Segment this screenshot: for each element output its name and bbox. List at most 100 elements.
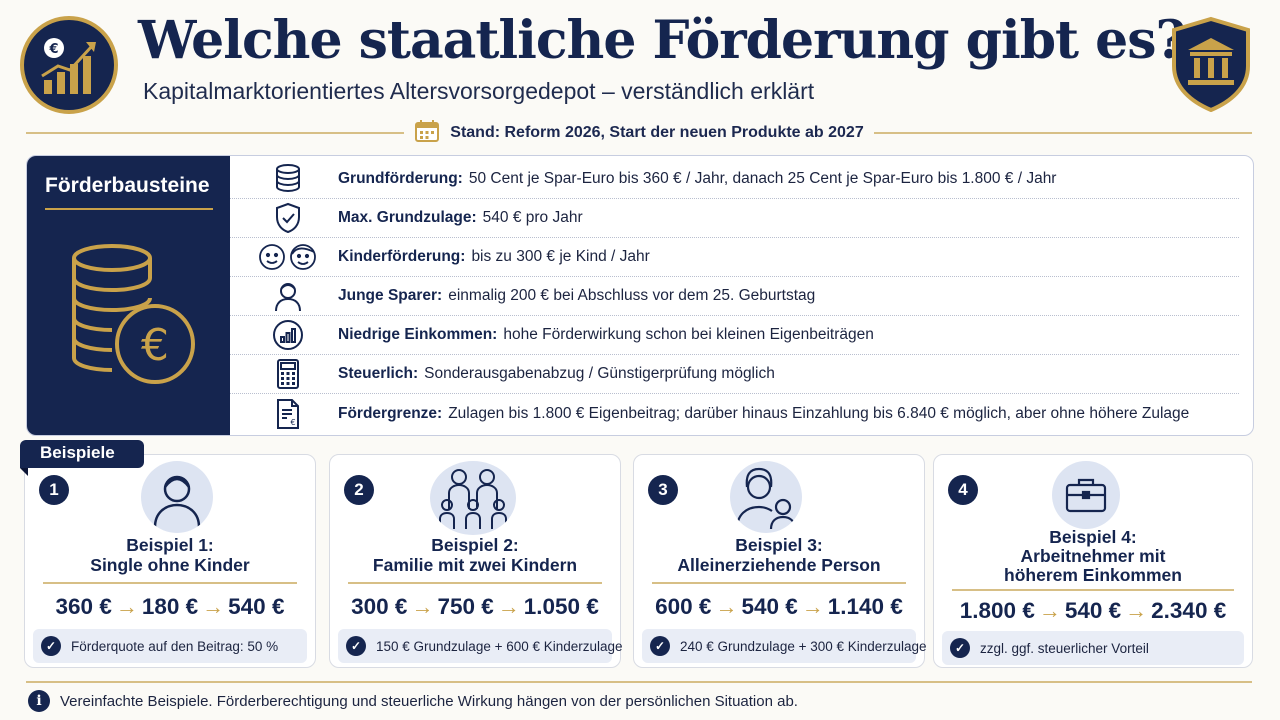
example-card-1: 1 Beispiel 1: Single ohne Kinder 360 € → 1… [24,454,316,668]
row-text: 540 € pro Jahr [482,209,583,226]
list-item: € Fördergrenze: Zulagen bis 1.800 € Eigen… [230,394,1239,433]
check-icon: ✓ [41,636,61,656]
row-label: Max. Grundzulage: [338,209,477,226]
arrow-right-icon: → [202,594,225,619]
arrow-right-icon: → [115,594,138,619]
check-icon: ✓ [650,636,670,656]
row-label: Kinderförderung: [338,248,466,265]
card-calculation: 360 € → 180 € → 540 € [25,594,315,620]
card-number: 1 [39,475,69,505]
arrow-right-icon: → [497,594,520,619]
foerder-list: Grundförderung: 50 Cent je Spar-Euro bis … [230,160,1239,433]
arrow-right-icon: → [411,594,434,619]
calc-value-3: 540 € [228,594,285,619]
family-icon [430,461,516,535]
svg-text:€: € [48,42,58,57]
row-text: hohe Förderwirkung schon bei kleinen Eig… [503,326,874,343]
page-title: Welche staatliche Förderung gibt es? [138,10,1186,71]
calc-value-3: 1.140 € [827,594,903,619]
calc-value-1: 600 € [655,594,712,619]
calc-value-2: 180 € [141,594,199,619]
divider [873,132,1252,134]
panel-title: Förderbausteine [45,174,210,197]
single-parent-icon [730,461,802,533]
card-title-line-1: Beispiel 4: [1049,527,1137,547]
example-card-2: 2 Beispiel 2: Familie mit zwei Kindern 3… [329,454,623,668]
arrow-right-icon: → [715,594,738,619]
single-person-icon [141,461,213,533]
list-item: Niedrige Einkommen: hohe Förderwirkung sc… [230,316,1239,355]
card-note-text: zzgl. ggf. steuerlicher Vorteil [980,640,1149,656]
card-number: 2 [344,475,374,505]
stand-row: Stand: Reform 2026, Start der neuen Prod… [26,119,1252,148]
shield-check-icon [256,201,320,235]
list-item: Kinderförderung: bis zu 300 € je Kind / J… [230,238,1239,277]
card-title-line-3: höherem Einkommen [1004,565,1182,585]
calc-value-1: 360 € [55,594,112,619]
card-title-line-1: Beispiel 1: [126,535,214,555]
example-card-3: 3 Beispiel 3: Alleinerziehende Person 60… [633,454,927,668]
card-title-line-1: Beispiel 2: [431,535,519,555]
divider [26,132,405,134]
row-label: Junge Sparer: [338,287,443,304]
calc-value-2: 540 € [1064,598,1122,623]
divider [26,681,1252,683]
row-text: 50 Cent je Spar-Euro bis 360 € / Jahr, d… [468,170,1057,187]
divider [45,208,213,210]
young-person-icon [256,279,320,313]
briefcase-icon [1052,461,1120,529]
document-euro-icon: € [256,397,320,431]
card-note: ✓ 240 € Grundzulage + 300 € Kinderzulage [642,629,927,663]
svg-text:€: € [141,320,169,371]
card-note: ✓ zzgl. ggf. steuerlicher Vorteil [942,631,1244,665]
calc-value-1: 1.800 € [959,598,1035,623]
check-icon: ✓ [950,638,970,658]
calendar-icon [414,119,440,148]
card-number: 3 [648,475,678,505]
divider [952,589,1234,591]
bank-shield-icon [1170,16,1252,113]
calc-value-2: 540 € [741,594,798,619]
row-text: Sonderausgabenabzug / Günstigerprüfung m… [424,365,775,382]
examples-tag: Beispiele [20,440,144,476]
foerderbausteine-panel: Förderbausteine € Grundförderung: 50 Cent… [26,155,1254,436]
row-label: Fördergrenze: [338,404,443,422]
list-item: Steuerlich: Sonderausgabenabzug / Günstig… [230,355,1239,394]
example-card-4: 4 Beispiel 4: Arbeitnehmer mit höherem E… [933,454,1253,668]
arrow-right-icon: → [1038,598,1061,623]
check-icon: ✓ [346,636,366,656]
calc-value-3: 1.050 € [523,594,599,619]
divider [43,582,297,584]
card-note: ✓ 150 € Grundzulage + 600 € Kinderzulage [338,629,623,663]
card-note-text: 150 € Grundzulage + 600 € Kinderzulage [376,638,623,654]
card-title-line-2: Single ohne Kinder [90,555,250,575]
info-icon: i [28,690,50,712]
bar-chart-icon [256,318,320,352]
growth-logo-icon: € [20,16,118,114]
card-calculation: 600 € → 540 € → 1.140 € [634,594,924,620]
list-item: Junge Sparer: einmalig 200 € bei Abschlus… [230,277,1239,316]
card-title-line-2: Alleinerziehende Person [677,555,881,575]
coins-stack-icon [256,162,320,196]
calc-value-1: 300 € [351,594,408,619]
divider [652,582,906,584]
card-title-line-2: Arbeitnehmer mit [1020,546,1166,566]
coins-euro-icon: € [72,244,195,384]
svg-text:€: € [290,418,295,427]
calc-value-3: 2.340 € [1151,598,1227,623]
footer-note: i Vereinfachte Beispiele. Förderberechti… [28,690,798,712]
card-note-text: 240 € Grundzulage + 300 € Kinderzulage [680,638,927,654]
stand-text: Stand: Reform 2026, Start der neuen Prod… [450,124,864,141]
list-item: Grundförderung: 50 Cent je Spar-Euro bis … [230,160,1239,199]
card-note: ✓ Förderquote auf den Beitrag: 50 % [33,629,307,663]
card-title-line-2: Familie mit zwei Kindern [372,555,578,575]
calc-value-2: 750 € [437,594,494,619]
row-label: Niedrige Einkommen: [338,326,498,343]
row-text: einmalig 200 € bei Abschluss vor dem 25.… [448,287,816,304]
row-text: bis zu 300 € je Kind / Jahr [471,248,650,265]
arrow-right-icon: → [801,594,824,619]
list-item: Max. Grundzulage: 540 € pro Jahr [230,199,1239,238]
card-note-text: Förderquote auf den Beitrag: 50 % [71,638,279,654]
card-number: 4 [948,475,978,505]
row-label: Grundförderung: [338,170,463,187]
